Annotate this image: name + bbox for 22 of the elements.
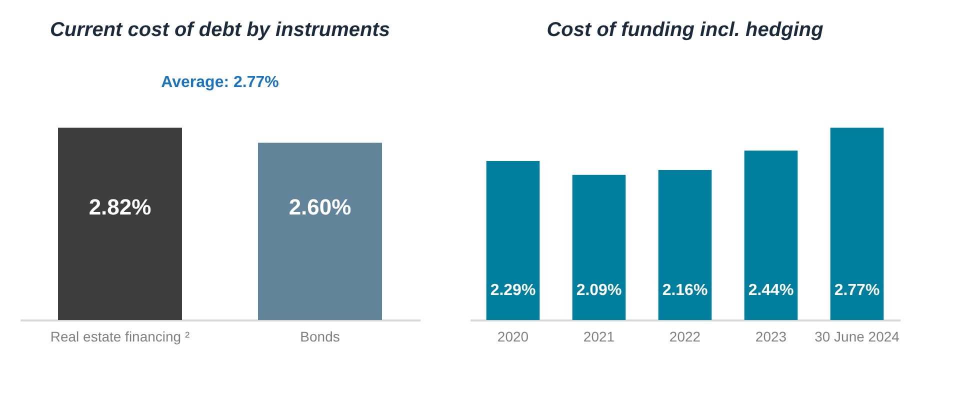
- text: Average: 2.77%: [161, 74, 279, 91]
- bar: [658, 170, 712, 320]
- x-tick-label: Real estate financing ²: [50, 328, 190, 344]
- chart-title: Cost of funding incl. hedging: [546, 19, 824, 41]
- x-tick-label: 2020: [497, 328, 529, 344]
- data-label: 2.77%: [834, 282, 880, 299]
- data-label: 2.44%: [748, 282, 794, 299]
- data-label: 2.29%: [490, 282, 536, 299]
- x-tick-label: 2021: [583, 328, 615, 344]
- bar: [572, 174, 626, 320]
- x-tick-label: Bonds: [300, 328, 340, 344]
- data-label: 2.60%: [288, 194, 352, 220]
- bar: [830, 128, 884, 320]
- data-label: 2.16%: [662, 282, 708, 299]
- chart-title: Current cost of debt by instruments: [50, 19, 390, 41]
- bar: [486, 161, 540, 320]
- x-tick-label: 2023: [755, 328, 787, 344]
- x-tick-label: 2022: [669, 328, 701, 344]
- data-label: 2.09%: [576, 282, 622, 299]
- bar: [744, 150, 798, 320]
- x-tick-label: 30 June 2024: [814, 328, 900, 344]
- data-label: 2.82%: [88, 194, 152, 220]
